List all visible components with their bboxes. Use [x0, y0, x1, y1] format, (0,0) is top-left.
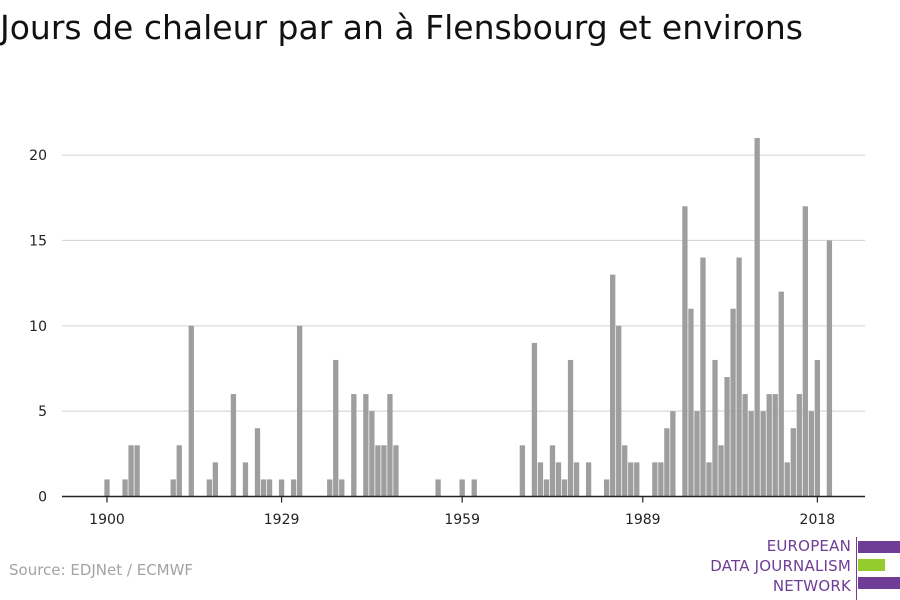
bar-1992 — [658, 462, 664, 497]
bar-1905 — [134, 445, 140, 497]
bar-2008 — [754, 138, 760, 497]
bar-2006 — [742, 394, 748, 497]
bar-2016 — [802, 206, 808, 497]
bar-1948 — [393, 445, 399, 497]
edjnet-logo: EUROPEAN DATA JOURNALISM NETWORK — [700, 537, 900, 600]
bar-1900 — [104, 479, 110, 497]
y-tick-label: 10 — [29, 319, 47, 335]
bar-1975 — [555, 462, 562, 497]
bar-1944 — [369, 411, 375, 497]
bar-2000 — [706, 462, 712, 497]
bar-2013 — [784, 462, 790, 497]
bar-1932 — [296, 325, 303, 497]
bar-2003 — [724, 377, 730, 497]
bar-1914 — [188, 325, 194, 497]
bar-2002 — [718, 445, 724, 497]
bar-1938 — [333, 359, 339, 497]
logo-line-2: DATA JOURNALISM — [710, 557, 851, 575]
logo-bar-purple-top — [858, 541, 900, 553]
bar-1911 — [170, 479, 176, 497]
bar-1923 — [242, 462, 249, 497]
bar-1961 — [471, 479, 477, 497]
bar-1993 — [664, 428, 670, 497]
x-tick-label: 1959 — [444, 512, 480, 528]
bar-1918 — [212, 462, 219, 497]
bar-1931 — [290, 479, 297, 497]
bar-1941 — [351, 394, 357, 497]
bar-1983 — [604, 479, 610, 497]
bar-1985 — [616, 325, 622, 497]
bar-2009 — [760, 411, 766, 497]
bar-1912 — [176, 445, 182, 497]
bar-2015 — [796, 394, 802, 497]
logo-line-1: EUROPEAN — [766, 537, 851, 555]
y-tick-label: 20 — [29, 148, 47, 164]
bar-2017 — [808, 411, 814, 497]
logo-bar-purple-bottom — [858, 577, 900, 589]
bar-1937 — [327, 479, 333, 497]
bar-2012 — [778, 291, 784, 497]
x-tick-label: 2018 — [800, 512, 836, 528]
bar-1925 — [254, 428, 261, 497]
bar-1917 — [206, 479, 212, 497]
bar-undefined — [826, 240, 833, 497]
bar-1997 — [688, 308, 694, 497]
x-tick-label: 1989 — [625, 512, 661, 528]
bar-1955 — [435, 479, 441, 497]
bar-2018 — [814, 359, 821, 497]
bar-2004 — [730, 308, 736, 497]
bar-2001 — [712, 359, 718, 497]
source-note: Source: EDJNet / ECMWF — [9, 561, 194, 579]
bar-1994 — [670, 411, 676, 497]
bar-1929 — [278, 479, 285, 497]
bar-1977 — [567, 359, 574, 497]
bar-1988 — [634, 462, 640, 497]
bar-1921 — [230, 394, 237, 497]
bar-series — [104, 138, 833, 497]
bar-1904 — [128, 445, 134, 497]
bar-1971 — [531, 342, 538, 497]
bar-1980 — [585, 462, 592, 497]
bar-1976 — [561, 479, 568, 497]
y-tick-label: 0 — [38, 490, 47, 506]
x-tick-label: 1900 — [89, 512, 125, 528]
gridlines — [62, 154, 865, 412]
bar-1974 — [549, 445, 556, 497]
bar-1984 — [610, 274, 616, 497]
bar-2007 — [748, 411, 754, 497]
y-tick-label: 5 — [38, 404, 47, 420]
bar-1947 — [387, 394, 393, 497]
logo-divider — [856, 537, 857, 600]
chart-title: Jours de chaleur par an à Flensbourg et … — [0, 8, 803, 47]
bar-1903 — [122, 479, 128, 497]
bar-1973 — [543, 479, 550, 497]
bar-1946 — [381, 445, 387, 497]
bar-2014 — [790, 428, 796, 497]
bar-1986 — [622, 445, 628, 497]
bar-1939 — [339, 479, 345, 497]
y-tick-label: 15 — [29, 233, 47, 249]
bar-1999 — [700, 257, 706, 497]
bar-1943 — [363, 394, 369, 497]
bar-1978 — [573, 462, 580, 497]
bar-1972 — [537, 462, 544, 497]
bar-1969 — [519, 445, 526, 497]
logo-line-3: NETWORK — [772, 577, 851, 595]
bar-2010 — [766, 394, 772, 497]
bar-1991 — [652, 462, 658, 497]
bar-2011 — [772, 394, 778, 497]
bar-1945 — [375, 445, 381, 497]
bar-1927 — [266, 479, 273, 497]
bar-1959 — [459, 479, 465, 497]
x-tick-label: 1929 — [264, 512, 300, 528]
bar-1998 — [694, 411, 700, 497]
logo-bar-green — [858, 559, 885, 571]
bar-1996 — [682, 206, 688, 497]
bar-1926 — [260, 479, 267, 497]
bar-2005 — [736, 257, 742, 497]
axes: 0 5 10 15 20 1900 1929 1959 1989 2018 — [29, 148, 865, 528]
bar-1987 — [628, 462, 634, 497]
